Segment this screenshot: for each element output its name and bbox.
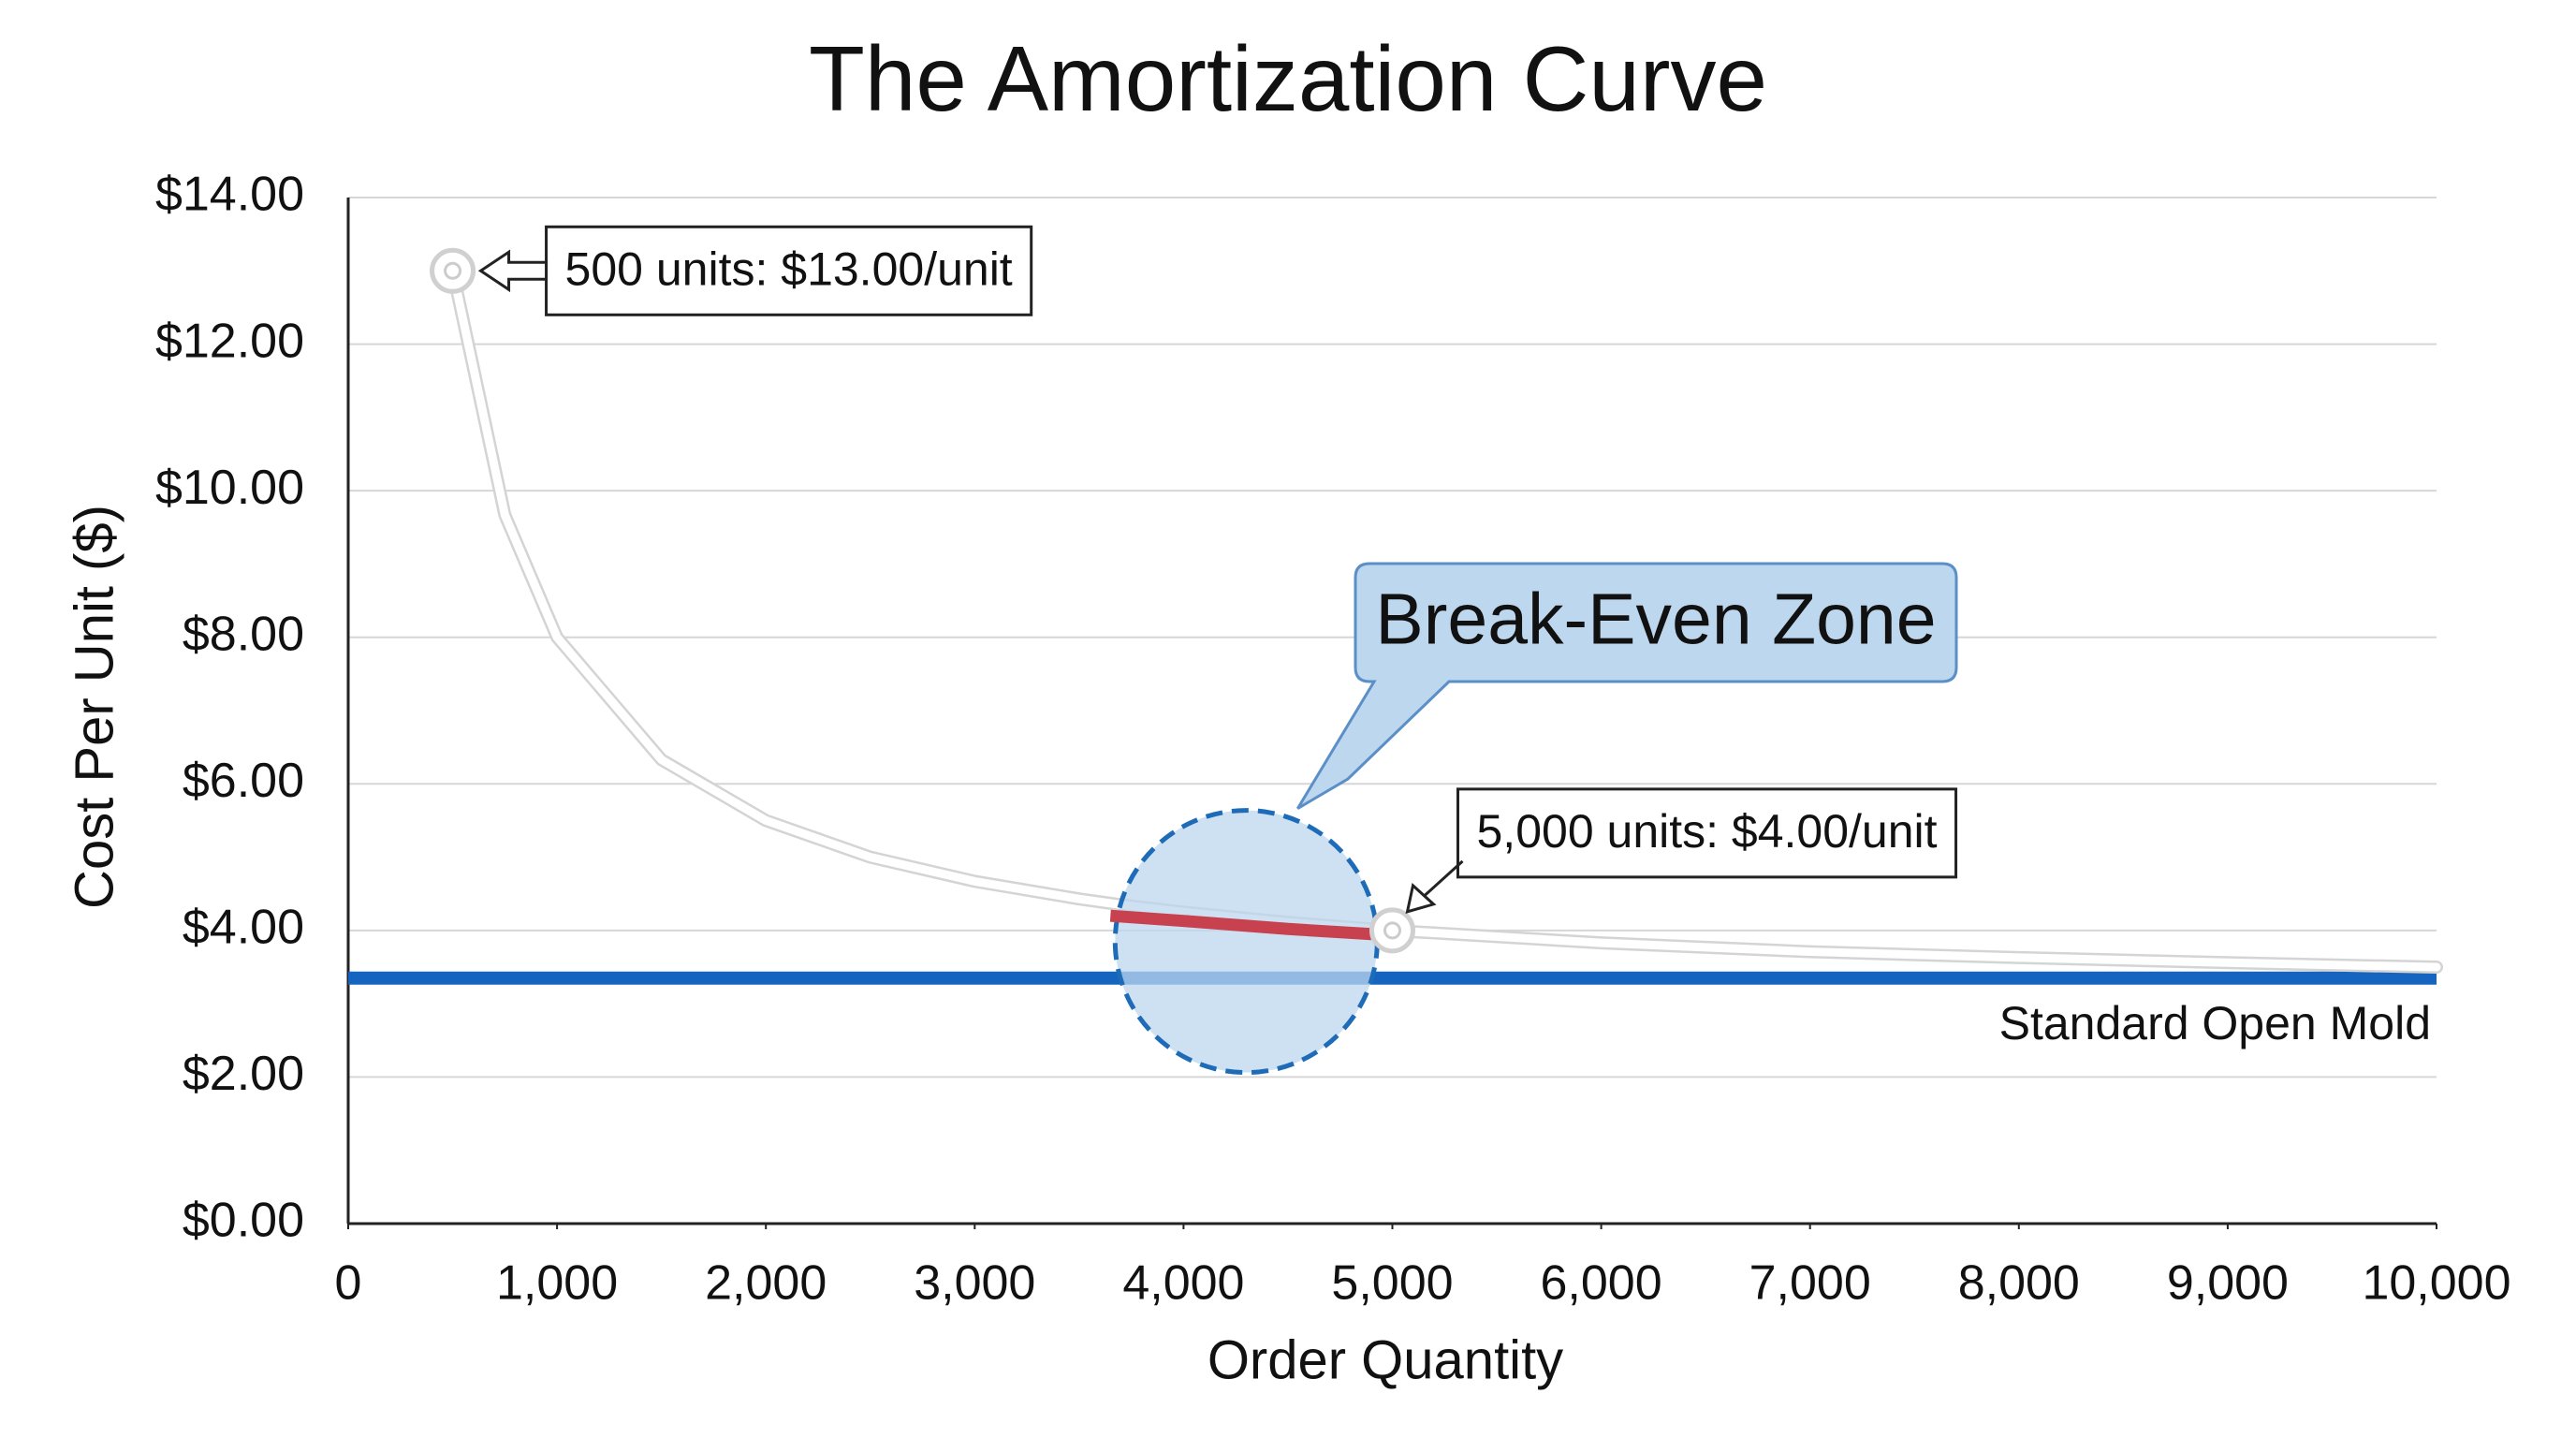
break-even-zone	[1112, 808, 1380, 1076]
x-tick-label: 1,000	[496, 1256, 618, 1311]
annotation-label: 500 units: $13.00/unit	[565, 242, 1013, 295]
annotation-arrow	[477, 249, 549, 293]
zone-label: Break-Even Zone	[1375, 579, 1936, 659]
x-tick-label: 9,000	[2167, 1256, 2289, 1311]
x-axis-title: Order Quantity	[1208, 1329, 1563, 1390]
x-tick-label: 7,000	[1749, 1256, 1871, 1311]
x-tick-label: 4,000	[1122, 1256, 1244, 1311]
y-tick-label: $14.00	[155, 168, 304, 222]
x-tick-label: 3,000	[914, 1256, 1035, 1311]
x-tick-label: 6,000	[1541, 1256, 1662, 1311]
y-tick-label: $2.00	[183, 1047, 304, 1101]
x-tick-label: 5,000	[1331, 1256, 1453, 1311]
x-tick-label: 8,000	[1958, 1256, 2080, 1311]
y-tick-label: $4.00	[183, 901, 304, 955]
annotation-marker-dot	[1383, 921, 1401, 940]
reference-line-label: Standard Open Mold	[1999, 997, 2431, 1049]
annotation: 5,000 units: $4.00/unit	[1456, 787, 1958, 879]
annotation-box	[1456, 787, 1958, 879]
x-tick-label: 2,000	[705, 1256, 827, 1311]
annotation-arrowhead	[1405, 882, 1437, 914]
annotation-marker	[1369, 907, 1415, 954]
y-tick-label: $8.00	[183, 607, 304, 661]
annotation-marker	[430, 247, 476, 294]
annotation: 500 units: $13.00/unit	[545, 225, 1033, 316]
x-tick-label: 0	[335, 1256, 362, 1311]
y-tick-label: $10.00	[155, 461, 304, 515]
annotation-marker-dot	[444, 261, 462, 280]
annotation-label: 5,000 units: $4.00/unit	[1477, 805, 1938, 858]
x-tick-label: 10,000	[2362, 1256, 2510, 1311]
annotation-box	[545, 225, 1033, 316]
y-tick-label: $12.00	[155, 314, 304, 368]
y-axis-title: Cost Per Unit ($)	[64, 505, 124, 909]
highlight-segment	[1109, 909, 1372, 941]
zone-callout	[1296, 562, 1958, 810]
y-tick-label: $6.00	[183, 754, 304, 808]
y-tick-label: $0.00	[183, 1194, 304, 1248]
chart-title: The Amortization Curve	[809, 27, 1767, 130]
